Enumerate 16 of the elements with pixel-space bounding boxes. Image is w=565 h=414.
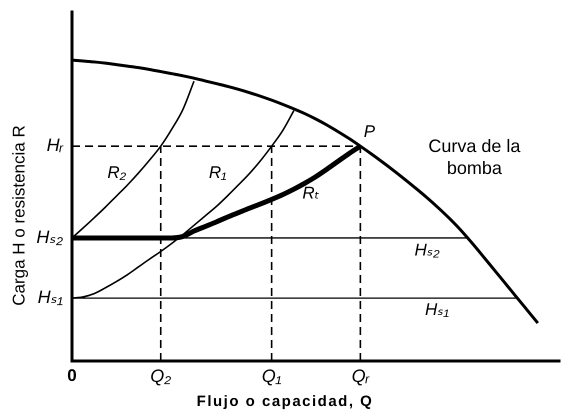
x-tick-label: Q₁	[262, 366, 282, 386]
series-label: R₂	[107, 162, 127, 182]
annotation: Hₛ₂	[414, 240, 440, 260]
ref-line-label: Hᵣ	[46, 135, 64, 156]
annotation: Hₛ₁	[425, 300, 449, 319]
y-axis-title: Carga H o resistencia R	[10, 125, 29, 306]
annotation: P	[364, 122, 376, 141]
x-tick-label: 0	[67, 366, 77, 385]
series-label: Rₜ	[302, 183, 320, 202]
ref-line-label: Hₛ₁	[38, 287, 64, 308]
series-label: R₁	[208, 162, 226, 182]
series-label: Curva de la bomba	[428, 136, 522, 178]
x-tick-label: Q₂	[150, 366, 172, 386]
x-axis-title: Flujo o capacidad, Q	[196, 393, 374, 410]
x-tick-label: Qᵣ	[352, 366, 370, 386]
ref-line-label: Hₛ₂	[36, 226, 64, 247]
